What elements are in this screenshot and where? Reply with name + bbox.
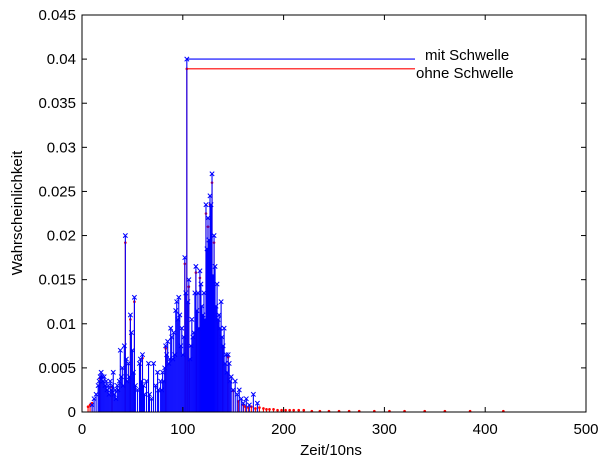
data-point [236, 387, 242, 393]
data-point [132, 382, 138, 389]
data-point [262, 407, 265, 410]
y-tick-label: 0.01 [47, 316, 76, 333]
data-point [221, 325, 227, 331]
data-point [127, 312, 133, 318]
data-point [292, 408, 295, 412]
data-point [151, 360, 157, 367]
data-point [88, 403, 92, 407]
data-point [103, 378, 109, 384]
data-point [243, 396, 249, 402]
data-point [203, 202, 209, 208]
data-point [155, 369, 161, 375]
y-tick-label: 0.015 [38, 272, 76, 289]
data-point [98, 369, 104, 375]
data-point [268, 408, 271, 411]
data-point [225, 352, 231, 358]
data-point [288, 408, 291, 412]
x-tick-label: 300 [372, 421, 397, 438]
data-point [197, 268, 203, 274]
legend-label: ohne Schwelle [416, 65, 514, 82]
data-point [140, 382, 147, 389]
y-axis-label: Wahrscheinlichkeit [9, 150, 26, 275]
legend-item-ohne-schwelle: ohne Schwelle [186, 65, 514, 82]
y-tick-label: 0.045 [38, 7, 76, 24]
axes-frame [81, 14, 587, 413]
x-tick-label: 100 [170, 421, 195, 438]
data-point [177, 312, 183, 318]
data-point [209, 171, 215, 177]
data-point [265, 408, 268, 411]
data-point [280, 408, 283, 412]
data-point [250, 391, 256, 397]
x-tick-label: 400 [473, 421, 498, 438]
data-point [284, 408, 287, 412]
data-point [276, 408, 279, 412]
data-point [117, 347, 123, 353]
x-axis-label: Zeit/10ns [300, 442, 362, 459]
data-point [211, 233, 217, 239]
data-point [198, 281, 204, 287]
data-point [168, 325, 174, 331]
legend-label: mit Schwelle [425, 47, 509, 64]
legend-item-mit-schwelle: mit Schwelle [186, 47, 509, 64]
data-point [131, 294, 137, 300]
data-point [186, 277, 192, 283]
data-point [238, 396, 244, 402]
data-point [218, 299, 224, 305]
data-point [272, 408, 275, 411]
data-point [254, 407, 257, 410]
data-point [258, 406, 261, 409]
data-point [214, 281, 220, 287]
axes-layer: 0 100 200 300 400 500 0 0.005 0.01 0.015 0.02 0.025… [38, 7, 598, 438]
y-tick-label: 0 [68, 404, 76, 421]
data-point [145, 360, 152, 367]
data-point [193, 263, 199, 269]
y-tick-label: 0.025 [38, 183, 76, 200]
data-point [179, 325, 185, 331]
data-point [176, 294, 182, 300]
y-tick-label: 0.04 [47, 51, 76, 68]
data-point [240, 400, 246, 406]
data-point [232, 378, 238, 384]
y-tick-label: 0.02 [47, 228, 76, 245]
data-point [123, 356, 129, 362]
data-point [86, 405, 90, 409]
data-point [139, 352, 146, 358]
y-tick-label: 0.005 [38, 360, 76, 377]
y-tick-label: 0.035 [38, 95, 76, 112]
x-tick-label: 0 [78, 421, 86, 438]
y-tick-label: 0.03 [47, 139, 76, 156]
data-point [212, 263, 218, 269]
data-point [101, 374, 107, 380]
data-point [146, 391, 153, 397]
data-point [107, 378, 113, 384]
data-point [165, 338, 171, 344]
data-point [226, 360, 232, 367]
data-point [297, 408, 301, 412]
data-point [246, 402, 252, 408]
series-mit-schwelle [89, 56, 260, 412]
data-point [122, 233, 128, 239]
data-point [228, 374, 234, 380]
data-point [128, 330, 134, 336]
x-tick-label: 500 [573, 421, 598, 438]
data-point [189, 316, 195, 322]
data-point [110, 369, 116, 375]
data-point [254, 400, 260, 406]
data-point [302, 408, 306, 412]
x-tick-label: 200 [271, 421, 296, 438]
series-layer [86, 56, 505, 413]
